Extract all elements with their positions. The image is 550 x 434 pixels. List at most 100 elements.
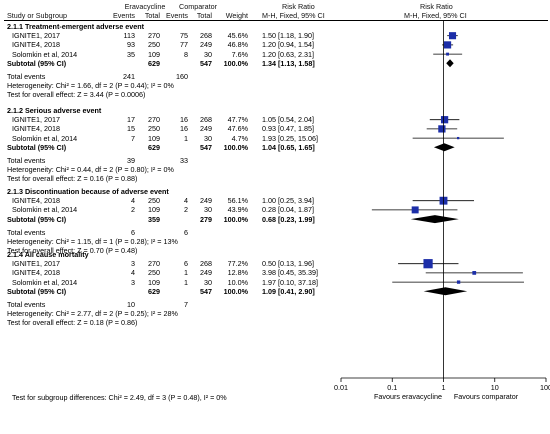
study-name: Solomkin et al, 2014 bbox=[12, 205, 78, 215]
subtotal-total: 279 bbox=[200, 214, 212, 224]
weight-value: 43.9% bbox=[227, 205, 248, 215]
study-name: IGNITE4, 2018 bbox=[12, 268, 60, 278]
total-events-value: 6 bbox=[184, 227, 188, 237]
total-events-value: 6 bbox=[131, 227, 135, 237]
events-value: 4 bbox=[184, 196, 188, 206]
subtotal-diamond bbox=[410, 215, 459, 224]
weight-value: 56.1% bbox=[227, 196, 248, 206]
subtotal-ci: 0.68 [0.23, 1.99] bbox=[262, 214, 315, 224]
study-name: IGNITE4, 2018 bbox=[12, 196, 60, 206]
total-value: 109 bbox=[148, 49, 160, 59]
overall-effect-text: Test for overall effect: Z = 3.44 (P = 0… bbox=[7, 90, 146, 100]
subtotal-label: Subtotal (95% CI) bbox=[7, 286, 67, 296]
study-point bbox=[438, 125, 446, 133]
total-value: 250 bbox=[148, 268, 160, 278]
subtotal-label: Subtotal (95% CI) bbox=[7, 214, 67, 224]
risk-ratio-ci: 1.93 [0.25, 15.06] bbox=[262, 133, 318, 143]
heterogeneity-text: Heterogeneity: Chi² = 1.15, df = 1 (P = … bbox=[7, 237, 178, 246]
total-value: 250 bbox=[148, 40, 160, 50]
subtotal-diamond bbox=[433, 143, 455, 152]
header-rule bbox=[4, 20, 548, 21]
total-value: 249 bbox=[200, 196, 212, 206]
study-point bbox=[448, 32, 457, 40]
group2-header: Comparator bbox=[179, 2, 217, 11]
total-value: 30 bbox=[204, 205, 212, 215]
risk-ratio-ci: 0.28 [0.04, 1.87] bbox=[262, 205, 314, 215]
events-value: 4 bbox=[131, 196, 135, 206]
risk-ratio-ci: 0.93 [0.47, 1.85] bbox=[262, 124, 314, 134]
total-value: 249 bbox=[200, 124, 212, 134]
events-value: 16 bbox=[180, 115, 188, 125]
total-events-label: Total events bbox=[7, 156, 46, 165]
study-point bbox=[456, 280, 461, 284]
total-events-label: Total events bbox=[7, 300, 46, 309]
events-value: 16 bbox=[180, 124, 188, 134]
study-column-header: Study or Subgroup bbox=[7, 11, 67, 20]
overall-effect-text: Test for overall effect: Z = 0.70 (P = 0… bbox=[7, 246, 138, 256]
study-point bbox=[446, 52, 450, 56]
total-value: 249 bbox=[200, 268, 212, 278]
study-point bbox=[423, 259, 433, 269]
events-value: 35 bbox=[127, 49, 135, 59]
total-value: 268 bbox=[200, 115, 212, 125]
rr-header: Risk Ratio bbox=[282, 2, 315, 11]
weight-value: 77.2% bbox=[227, 259, 248, 269]
total-events-value: 7 bbox=[184, 300, 188, 309]
total-header: Total bbox=[144, 11, 160, 20]
group1-header: Eravacycline bbox=[124, 2, 166, 11]
subgroup-title: 2.1.4 All cause mortality bbox=[7, 250, 89, 259]
total-value: 109 bbox=[148, 133, 160, 143]
events-value: 2 bbox=[184, 205, 188, 215]
heterogeneity-text: Heterogeneity: Chi² = 2.77, df = 2 (P = … bbox=[7, 309, 178, 319]
overall-effect-text: Test for overall effect: Z = 0.16 (P = 0… bbox=[7, 174, 138, 184]
events-value: 1 bbox=[184, 277, 188, 287]
favours-right-label: Favours comparator bbox=[453, 392, 519, 401]
risk-ratio-ci: 3.98 [0.45, 35.39] bbox=[262, 268, 318, 278]
risk-ratio-ci: 1.05 [0.54, 2.04] bbox=[262, 115, 314, 125]
subtotal-ci: 1.34 [1.13, 1.58] bbox=[262, 58, 315, 68]
total-value: 270 bbox=[148, 115, 160, 125]
events-header: Events bbox=[166, 11, 188, 20]
subtotal-label: Subtotal (95% CI) bbox=[7, 58, 67, 68]
subtotal-ci: 1.04 [0.65, 1.65] bbox=[262, 142, 315, 152]
study-point bbox=[456, 136, 460, 140]
study-name: Solomkin et al, 2014 bbox=[12, 49, 78, 59]
x-tick-label: 0.1 bbox=[387, 383, 398, 392]
total-value: 250 bbox=[148, 196, 160, 206]
weight-value: 12.8% bbox=[227, 268, 248, 278]
overall-effect-text: Test for overall effect: Z = 0.18 (P = 0… bbox=[7, 318, 138, 328]
events-value: 2 bbox=[131, 205, 135, 215]
subtotal-total: 629 bbox=[148, 142, 160, 152]
events-value: 7 bbox=[131, 133, 135, 143]
weight-header: Weight bbox=[225, 11, 248, 20]
subgroup-title: 2.1.2 Serious adverse event bbox=[7, 106, 102, 115]
subtotal-ci: 1.09 [0.41, 2.90] bbox=[262, 286, 315, 296]
risk-ratio-ci: 0.50 [0.13, 1.96] bbox=[262, 259, 314, 269]
total-events-value: 160 bbox=[176, 72, 188, 81]
events-value: 75 bbox=[180, 31, 188, 41]
study-name: Solomkin et al, 2014 bbox=[12, 277, 78, 287]
risk-ratio-ci: 1.97 [0.10, 37.18] bbox=[262, 277, 318, 287]
total-events-value: 241 bbox=[123, 72, 135, 81]
events-value: 8 bbox=[184, 49, 188, 59]
events-value: 3 bbox=[131, 259, 135, 269]
events-value: 3 bbox=[131, 277, 135, 287]
study-point bbox=[411, 206, 419, 214]
events-value: 1 bbox=[184, 133, 188, 143]
risk-ratio-ci: 1.20 [0.63, 2.31] bbox=[262, 49, 314, 59]
x-tick-label: 100 bbox=[540, 383, 550, 392]
total-value: 250 bbox=[148, 124, 160, 134]
subtotal-total: 547 bbox=[200, 58, 212, 68]
weight-value: 7.6% bbox=[231, 49, 248, 59]
total-header: Total bbox=[196, 11, 212, 20]
events-value: 6 bbox=[184, 259, 188, 269]
study-point bbox=[440, 116, 449, 124]
total-value: 268 bbox=[200, 259, 212, 269]
total-value: 270 bbox=[148, 31, 160, 41]
subtotal-total: 359 bbox=[148, 214, 160, 224]
study-name: IGNITE4, 2018 bbox=[12, 124, 60, 134]
total-value: 30 bbox=[204, 49, 212, 59]
subtotal-diamond bbox=[423, 287, 468, 296]
total-value: 270 bbox=[148, 259, 160, 269]
